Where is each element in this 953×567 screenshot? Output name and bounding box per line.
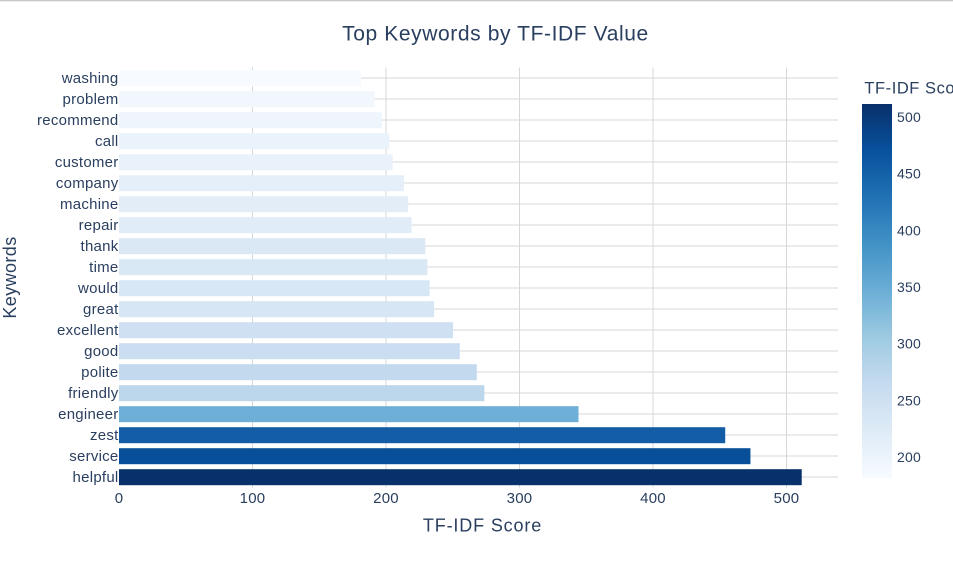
svg-text:400: 400 [640, 490, 666, 507]
svg-text:Keywords: Keywords [0, 236, 20, 318]
svg-text:300: 300 [507, 490, 533, 507]
svg-text:company: company [56, 175, 119, 192]
svg-text:450: 450 [897, 166, 921, 182]
svg-text:repair: repair [79, 217, 119, 234]
svg-text:TF-IDF Score: TF-IDF Score [423, 515, 542, 535]
svg-text:machine: machine [60, 196, 118, 213]
svg-text:100: 100 [240, 490, 266, 507]
svg-text:thank: thank [81, 238, 119, 255]
svg-text:problem: problem [63, 91, 119, 108]
svg-text:helpful: helpful [73, 469, 119, 486]
svg-text:engineer: engineer [58, 406, 118, 423]
svg-text:400: 400 [897, 222, 921, 238]
svg-text:excellent: excellent [57, 322, 119, 339]
svg-text:polite: polite [81, 364, 118, 381]
svg-text:350: 350 [897, 279, 921, 295]
svg-text:friendly: friendly [68, 385, 119, 402]
svg-text:would: would [77, 280, 118, 297]
svg-text:time: time [89, 259, 118, 276]
svg-text:500: 500 [897, 109, 921, 125]
svg-text:great: great [83, 301, 119, 318]
svg-text:service: service [69, 448, 118, 465]
svg-text:washing: washing [61, 70, 119, 87]
svg-text:200: 200 [897, 449, 921, 465]
svg-text:300: 300 [897, 336, 921, 352]
svg-text:0: 0 [115, 490, 124, 507]
svg-text:customer: customer [55, 154, 119, 171]
svg-text:200: 200 [373, 490, 399, 507]
svg-text:Top Keywords by TF-IDF Value: Top Keywords by TF-IDF Value [342, 22, 649, 45]
svg-text:zest: zest [90, 427, 119, 444]
svg-text:recommend: recommend [37, 112, 118, 129]
svg-text:500: 500 [774, 490, 800, 507]
svg-text:good: good [84, 343, 118, 360]
svg-text:250: 250 [897, 392, 921, 408]
svg-text:call: call [95, 133, 119, 150]
svg-text:TF-IDF Score: TF-IDF Score [864, 79, 953, 97]
